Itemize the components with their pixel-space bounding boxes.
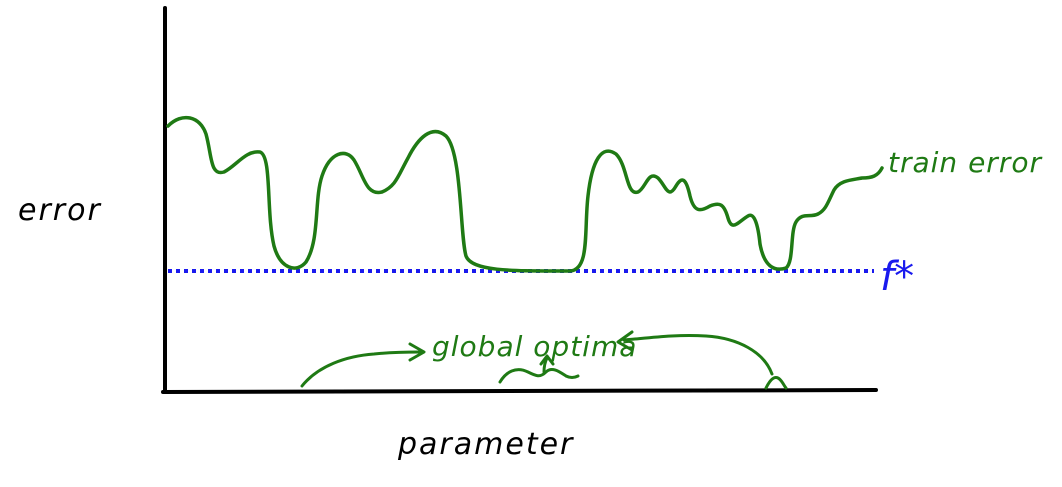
curve-label: train error [888, 146, 1042, 179]
y-axis-label: error [18, 193, 102, 228]
optimum-mark-middle [498, 368, 580, 384]
x-axis [161, 388, 878, 394]
arrow-left [300, 350, 422, 388]
annotation-label: global optima [432, 330, 637, 363]
arrow-middle-head [539, 354, 555, 366]
arrow-right [622, 333, 774, 376]
optimum-mark-right [764, 376, 788, 390]
x-axis-label: parameter [397, 427, 574, 462]
threshold-label: f* [880, 254, 914, 300]
train-error-curve [166, 115, 884, 273]
arrow-left-head [408, 342, 426, 362]
arrow-right-head [616, 330, 634, 352]
